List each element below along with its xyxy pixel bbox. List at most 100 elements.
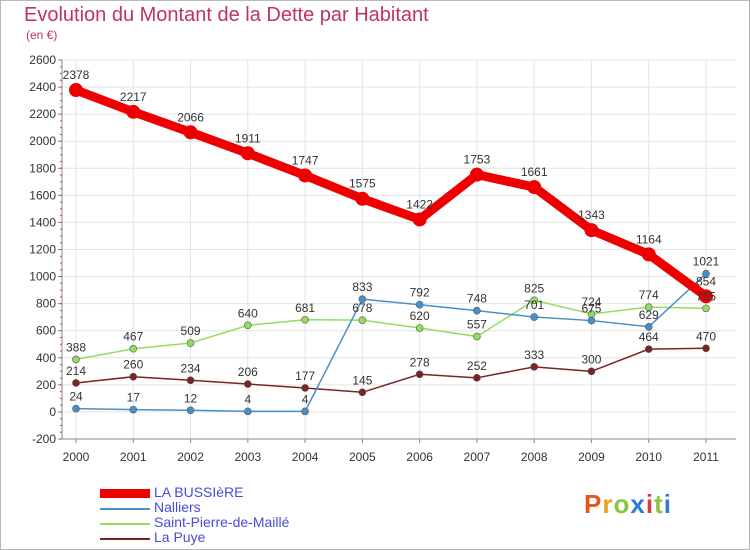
y-tick-label: 2600 xyxy=(29,53,56,67)
data-label: 724 xyxy=(581,295,601,309)
y-tick-label: 600 xyxy=(36,324,56,338)
data-point xyxy=(587,367,596,376)
legend-swatch-la-puye xyxy=(100,538,150,540)
data-point xyxy=(587,316,596,325)
data-label: 470 xyxy=(696,329,716,343)
data-point xyxy=(126,104,141,119)
data-label: 1021 xyxy=(693,255,720,269)
data-label: 701 xyxy=(524,298,544,312)
data-label: 467 xyxy=(123,330,143,344)
data-point xyxy=(72,404,80,413)
data-label: 2217 xyxy=(120,90,147,104)
data-point xyxy=(240,146,255,161)
y-tick-label: 800 xyxy=(36,297,56,311)
data-point xyxy=(186,376,195,385)
data-label: 4 xyxy=(302,392,309,406)
data-label: 833 xyxy=(352,280,372,294)
data-point xyxy=(358,316,367,324)
y-tick-label: 1800 xyxy=(29,161,56,175)
data-point xyxy=(412,212,427,227)
x-tick-label: 2010 xyxy=(635,450,662,464)
data-point xyxy=(301,407,309,416)
data-point xyxy=(358,388,367,397)
data-point xyxy=(641,247,656,262)
data-label: 1164 xyxy=(636,232,662,246)
series-line xyxy=(75,347,707,394)
data-label: 854 xyxy=(696,274,716,288)
data-label: 765 xyxy=(696,289,716,303)
y-tick-label: -200 xyxy=(32,432,56,446)
data-point xyxy=(702,304,710,313)
legend-swatch-la-bussiere xyxy=(100,489,150,498)
x-tick-label: 2003 xyxy=(234,450,261,464)
data-point xyxy=(530,313,538,321)
series-line xyxy=(75,272,707,413)
data-point xyxy=(186,406,195,415)
data-point xyxy=(244,380,252,388)
x-tick-label: 2008 xyxy=(521,450,548,464)
data-label: 620 xyxy=(410,309,430,323)
data-label: 12 xyxy=(184,391,198,405)
legend-label-la-puye: La Puye xyxy=(154,529,206,545)
data-point xyxy=(473,306,481,315)
data-point xyxy=(298,168,313,183)
data-label: 1422 xyxy=(406,197,433,211)
data-point xyxy=(415,370,424,379)
x-tick-label: 2002 xyxy=(177,450,204,464)
data-label: 509 xyxy=(181,324,201,338)
logo-letter: i xyxy=(645,489,655,519)
data-point xyxy=(644,322,653,331)
data-label: 557 xyxy=(467,318,487,332)
data-point xyxy=(129,372,138,381)
data-label: 629 xyxy=(639,308,659,322)
data-label: 681 xyxy=(295,301,315,315)
data-point xyxy=(699,289,713,304)
data-label: 1911 xyxy=(235,131,261,145)
data-point xyxy=(469,167,484,182)
y-tick-label: 400 xyxy=(36,351,56,365)
data-point xyxy=(244,407,252,416)
data-point xyxy=(644,303,653,311)
data-label: 675 xyxy=(581,302,601,316)
data-label: 792 xyxy=(410,286,430,300)
data-label: 774 xyxy=(639,288,659,302)
data-label: 278 xyxy=(410,355,430,369)
y-tick-label: 1400 xyxy=(29,215,56,229)
data-label: 206 xyxy=(238,365,258,379)
x-tick-label: 2005 xyxy=(349,450,376,464)
logo-letter: r xyxy=(602,489,614,519)
data-label: 214 xyxy=(66,364,86,378)
data-label: 1343 xyxy=(578,208,605,222)
series-line xyxy=(75,299,707,361)
x-tick-label: 2011 xyxy=(693,450,719,464)
data-point xyxy=(415,300,424,309)
data-label: 388 xyxy=(66,340,86,354)
data-point xyxy=(72,379,80,387)
data-label: 177 xyxy=(295,369,315,383)
data-label: 17 xyxy=(127,391,141,405)
x-tick-label: 2009 xyxy=(578,450,605,464)
data-point xyxy=(530,363,538,371)
data-point xyxy=(644,345,653,353)
data-point xyxy=(702,269,710,278)
data-point xyxy=(415,324,424,332)
data-point xyxy=(473,332,481,341)
data-point xyxy=(301,384,309,392)
data-point xyxy=(72,355,80,364)
y-tick-label: 0 xyxy=(49,405,56,419)
data-label: 678 xyxy=(352,301,372,315)
logo-letter: i xyxy=(663,489,672,519)
data-label: 4 xyxy=(244,392,251,406)
x-tick-label: 2001 xyxy=(120,450,147,464)
logo-letter: o xyxy=(613,489,631,519)
data-label: 1661 xyxy=(521,165,548,179)
legend-label-nalliers: Nalliers xyxy=(154,499,201,515)
y-tick-label: 1600 xyxy=(29,188,56,202)
data-point xyxy=(129,405,138,414)
data-label: 260 xyxy=(123,358,143,372)
data-point xyxy=(355,191,370,206)
data-label: 640 xyxy=(238,306,258,320)
y-tick-label: 1000 xyxy=(29,270,56,284)
data-label: 1747 xyxy=(292,153,319,167)
